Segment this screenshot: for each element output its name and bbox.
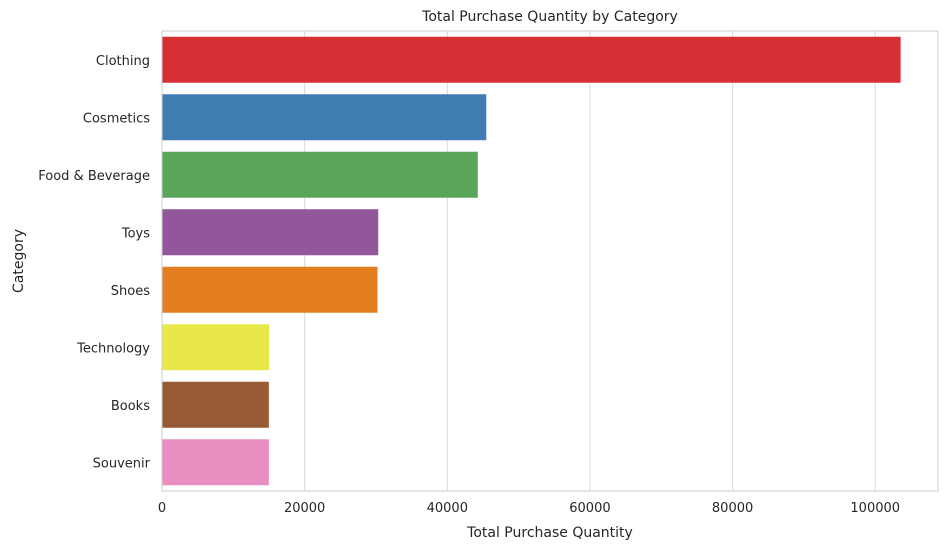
x-tick-label: 80000 bbox=[712, 501, 753, 516]
y-tick-label: Shoes bbox=[111, 284, 150, 299]
plot-frame bbox=[161, 30, 939, 492]
bar-clothing bbox=[162, 36, 901, 83]
bars bbox=[162, 36, 901, 486]
y-tick-labels: Clothing Cosmetics Food & Beverage Toys Shoe… bbox=[38, 54, 150, 472]
x-tick-label: 40000 bbox=[427, 501, 468, 516]
bar-technology bbox=[162, 324, 270, 371]
x-tick-label: 20000 bbox=[284, 501, 325, 516]
y-tick-label: Cosmetics bbox=[83, 111, 150, 126]
y-tick-label: Technology bbox=[76, 341, 150, 356]
bar-cosmetics bbox=[162, 94, 487, 141]
x-tick-label: 0 bbox=[158, 501, 166, 516]
y-tick-label: Food & Beverage bbox=[38, 169, 150, 184]
bar-food-beverage bbox=[162, 151, 478, 198]
y-tick-label: Souvenir bbox=[93, 456, 151, 471]
x-tick-label: 60000 bbox=[569, 501, 610, 516]
bar-toys bbox=[162, 209, 379, 256]
bar-shoes bbox=[162, 266, 378, 313]
chart-title: Total Purchase Quantity by Category bbox=[421, 9, 678, 25]
y-tick-label: Toys bbox=[121, 226, 150, 241]
y-tick-label: Clothing bbox=[96, 54, 150, 69]
y-tick-label: Books bbox=[111, 399, 150, 414]
x-tick-label: 100000 bbox=[850, 501, 900, 516]
y-axis-label: Category bbox=[11, 229, 27, 293]
bar-souvenir bbox=[162, 439, 269, 486]
bar-books bbox=[162, 381, 269, 428]
x-axis-label: Total Purchase Quantity bbox=[466, 525, 633, 541]
x-tick-labels: 0 20000 40000 60000 80000 100000 bbox=[158, 501, 900, 516]
